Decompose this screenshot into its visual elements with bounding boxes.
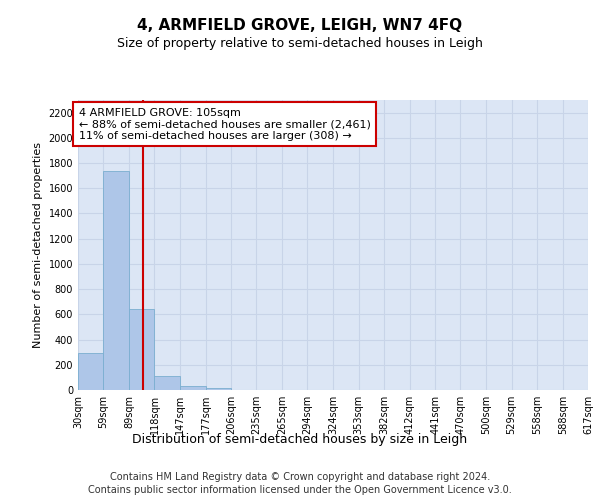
Bar: [129, 310, 154, 390]
Bar: [103, 170, 129, 390]
Text: Distribution of semi-detached houses by size in Leigh: Distribution of semi-detached houses by …: [133, 432, 467, 446]
Bar: [179, 386, 206, 390]
Text: Contains HM Land Registry data © Crown copyright and database right 2024.: Contains HM Land Registry data © Crown c…: [110, 472, 490, 482]
Text: Size of property relative to semi-detached houses in Leigh: Size of property relative to semi-detach…: [117, 38, 483, 51]
Y-axis label: Number of semi-detached properties: Number of semi-detached properties: [33, 142, 43, 348]
Bar: [206, 388, 231, 390]
Text: Contains public sector information licensed under the Open Government Licence v3: Contains public sector information licen…: [88, 485, 512, 495]
Text: 4 ARMFIELD GROVE: 105sqm
← 88% of semi-detached houses are smaller (2,461)
11% o: 4 ARMFIELD GROVE: 105sqm ← 88% of semi-d…: [79, 108, 371, 141]
Bar: [154, 376, 179, 390]
Bar: [78, 354, 103, 390]
Text: 4, ARMFIELD GROVE, LEIGH, WN7 4FQ: 4, ARMFIELD GROVE, LEIGH, WN7 4FQ: [137, 18, 463, 32]
